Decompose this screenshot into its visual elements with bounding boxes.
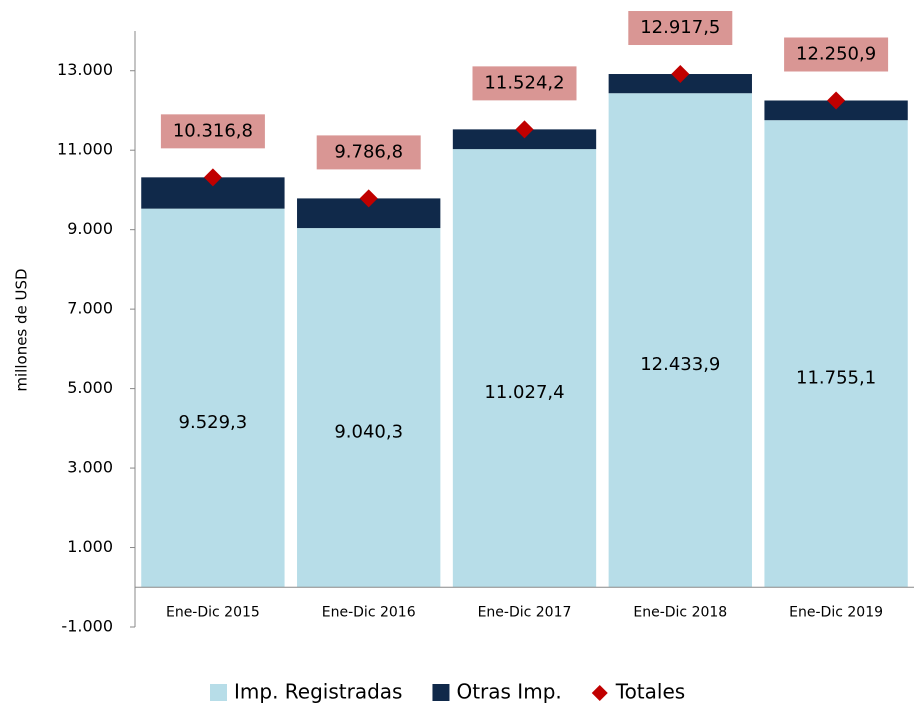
total-value-label: 10.316,8 [173, 120, 253, 141]
x-tick-label: Ene-Dic 2019 [789, 604, 883, 620]
total-label-box [628, 11, 733, 46]
legend-marker [591, 685, 608, 701]
y-axis-label: millones de USD [13, 268, 31, 391]
legend-swatch [210, 684, 227, 701]
bar-segment [764, 120, 908, 588]
x-tick-label: Ene-Dic 2018 [633, 604, 727, 620]
total-value-label: 12.917,5 [640, 17, 720, 38]
bar-segment [608, 93, 752, 588]
y-tick-label: 7.000 [67, 299, 113, 318]
bar-segment [452, 149, 597, 588]
legend-label: Otras Imp. [456, 680, 561, 704]
y-tick-label: -1.000 [61, 617, 113, 636]
y-tick-label: 5.000 [67, 378, 113, 397]
y-tick-label: 9.000 [67, 219, 113, 238]
bar-value-label: 11.027,4 [484, 382, 564, 403]
x-tick-label: Ene-Dic 2016 [322, 604, 416, 620]
bar-segment [452, 129, 597, 150]
bar-segment [141, 208, 285, 588]
x-tick-label: Ene-Dic 2017 [478, 604, 572, 620]
legend-label: Imp. Registradas [234, 680, 402, 704]
x-tick-label: Ene-Dic 2015 [166, 604, 260, 620]
bar-segment [608, 74, 752, 94]
total-marker [671, 65, 690, 84]
y-tick-label: 13.000 [57, 60, 113, 79]
total-label-box [316, 135, 421, 170]
bar-value-label: 9.040,3 [334, 422, 403, 443]
bar-value-label: 9.529,3 [179, 412, 248, 433]
bar-value-label: 11.755,1 [796, 368, 876, 389]
y-tick-label: 11.000 [57, 140, 113, 159]
legend-swatch [432, 684, 450, 701]
total-marker [203, 168, 222, 187]
bar-value-label: 12.433,9 [640, 354, 720, 375]
total-marker [515, 120, 534, 139]
legend-label: Totales [615, 680, 685, 704]
total-label-box [160, 114, 265, 149]
total-marker [827, 91, 846, 110]
total-value-label: 12.250,9 [796, 43, 876, 64]
y-tick-label: 1.000 [67, 537, 113, 556]
total-value-label: 11.524,2 [484, 72, 564, 93]
total-label-box [784, 37, 889, 72]
total-label-box [472, 66, 577, 101]
y-tick-label: 3.000 [67, 458, 113, 477]
total-value-label: 9.786,8 [334, 141, 403, 162]
bar-segment [297, 228, 441, 588]
total-marker [359, 189, 378, 208]
bar-segment [764, 100, 908, 121]
